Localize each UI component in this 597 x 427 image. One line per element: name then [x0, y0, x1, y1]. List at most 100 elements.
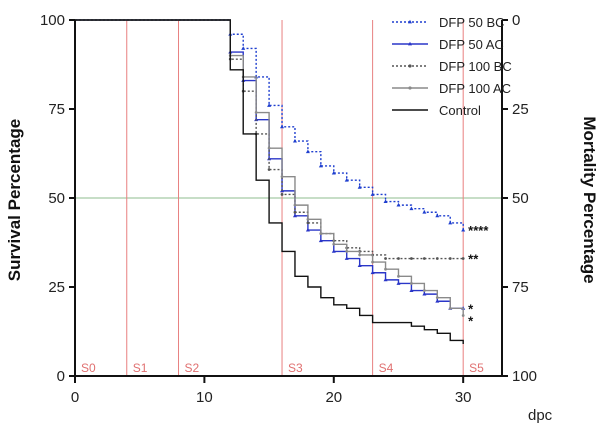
series-point-dfp-100-bc: [280, 193, 284, 196]
series-point-dfp-50-bc: [292, 138, 297, 143]
series-point-dfp-100-bc: [448, 257, 452, 260]
y-axis-title: Survival Percentage: [5, 119, 24, 282]
series-point-dfp-100-bc: [461, 257, 465, 260]
series-point-dfp-50-bc: [370, 192, 375, 196]
series-point-dfp-50-ac: [292, 213, 297, 218]
series-point-dfp-50-bc: [318, 163, 323, 168]
series-layer: [75, 19, 466, 344]
series-point-dfp-50-ac: [318, 238, 323, 243]
legend-marker-dfp-100-ac: [408, 86, 412, 90]
series-line-control: [75, 19, 464, 344]
x-tick-label: 20: [325, 389, 342, 406]
right-tick-label: 50: [512, 190, 529, 207]
series-point-dfp-50-ac: [422, 291, 427, 296]
series-point-dfp-50-bc: [357, 185, 362, 189]
significance-labels: ********: [468, 223, 489, 328]
series-point-dfp-100-ac: [422, 289, 426, 292]
series-point-dfp-100-ac: [410, 282, 413, 285]
series-point-dfp-100-ac: [254, 111, 258, 114]
series-point-dfp-100-bc: [422, 257, 426, 260]
series-line-dfp-100-ac: [75, 19, 464, 316]
series-point-dfp-50-bc: [331, 170, 336, 175]
series-point-dfp-100-ac: [319, 232, 323, 236]
y-tick-label: 100: [40, 12, 65, 29]
series-point-dfp-50-bc: [435, 213, 440, 218]
series-line-dfp-50-ac: [75, 19, 464, 310]
series-point-dfp-50-bc: [305, 149, 310, 154]
series-point-dfp-100-bc: [410, 257, 413, 260]
series-point-dfp-50-ac: [409, 288, 414, 292]
stage-label-s2: S2: [185, 361, 200, 375]
legend-label-dfp-50-bc: DFP 50 BC: [439, 15, 505, 30]
series-point-dfp-100-bc: [293, 210, 297, 214]
series-point-dfp-50-ac: [370, 270, 375, 275]
stage-label-s5: S5: [469, 361, 484, 375]
legend-label-dfp-100-bc: DFP 100 BC: [439, 59, 512, 74]
stage-lines: S0 S1 S2 S3 S4 S5: [81, 20, 484, 376]
x-axis-unit: dpc: [528, 407, 553, 424]
significance-dfp-50-ac: *: [468, 301, 474, 316]
series-point-dfp-50-bc: [267, 103, 272, 107]
series-point-dfp-100-ac: [358, 253, 362, 257]
series-point-dfp-50-bc: [280, 124, 285, 129]
right-tick-label: 75: [512, 279, 529, 296]
series-point-dfp-100-ac: [332, 242, 336, 246]
series-point-dfp-100-ac: [267, 146, 271, 150]
series-point-dfp-100-ac: [461, 314, 465, 317]
series-point-dfp-50-bc: [396, 202, 401, 207]
significance-dfp-100-ac: *: [468, 313, 474, 328]
right-tick-label: 100: [512, 368, 537, 385]
legend-marker-dfp-50-bc: [408, 19, 412, 24]
x-tick-label: 30: [455, 389, 472, 406]
series-point-dfp-100-bc: [435, 257, 439, 260]
x-tick-label: 10: [196, 389, 213, 406]
series-point-dfp-100-ac: [280, 175, 284, 179]
series-point-dfp-50-bc: [409, 206, 414, 211]
legend-label-control: Control: [439, 103, 481, 118]
series-point-dfp-50-bc: [241, 46, 246, 50]
stage-label-s3: S3: [288, 361, 303, 375]
series-point-dfp-100-ac: [306, 217, 310, 221]
series-point-dfp-100-bc: [267, 168, 271, 171]
y-tick-label: 50: [48, 190, 65, 207]
significance-dfp-100-bc: **: [468, 252, 479, 267]
stage-label-s4: S4: [379, 361, 394, 375]
stage-label-s1: S1: [133, 361, 148, 375]
series-point-dfp-50-bc: [422, 210, 427, 214]
series-point-dfp-50-ac: [305, 227, 310, 232]
right-tick-label: 0: [512, 12, 520, 29]
legend-label-dfp-50-ac: DFP 50 AC: [439, 37, 504, 52]
series-point-dfp-50-bc: [344, 178, 349, 182]
series-point-dfp-100-bc: [384, 257, 387, 260]
legend-marker-dfp-100-bc: [408, 64, 412, 68]
series-point-dfp-100-ac: [397, 274, 400, 278]
y-tick-label: 75: [48, 101, 65, 118]
right-axis-title: Mortality Percentage: [580, 116, 597, 283]
series-point-dfp-50-ac: [344, 256, 349, 260]
series-point-dfp-100-ac: [448, 306, 452, 310]
legend: DFP 50 BC DFP 50 AC DFP 100 BC DFP 100 AC Co…: [392, 15, 512, 118]
series-point-dfp-50-bc: [461, 227, 466, 232]
series-point-dfp-50-ac: [435, 299, 440, 303]
series-point-dfp-50-bc: [383, 199, 388, 203]
series-point-dfp-50-ac: [396, 281, 401, 285]
series-line-dfp-100-bc: [75, 19, 464, 260]
y-tick-label: 25: [48, 279, 65, 296]
y-tick-label: 0: [57, 368, 65, 385]
series-point-dfp-100-ac: [345, 250, 349, 253]
legend-marker-dfp-50-ac: [408, 41, 412, 46]
series-point-dfp-50-ac: [383, 277, 388, 282]
series-point-dfp-100-bc: [397, 257, 400, 260]
legend-label-dfp-100-ac: DFP 100 AC: [439, 81, 511, 96]
stage-label-s0: S0: [81, 361, 96, 375]
series-point-dfp-50-ac: [357, 263, 362, 268]
series-point-dfp-100-ac: [371, 260, 375, 264]
significance-dfp-50-bc: ****: [468, 223, 489, 238]
right-tick-label: 25: [512, 101, 529, 118]
series-point-dfp-50-ac: [331, 249, 336, 253]
series-point-dfp-50-bc: [448, 220, 453, 225]
x-tick-label: 0: [71, 389, 79, 406]
series-point-dfp-100-ac: [293, 203, 297, 207]
